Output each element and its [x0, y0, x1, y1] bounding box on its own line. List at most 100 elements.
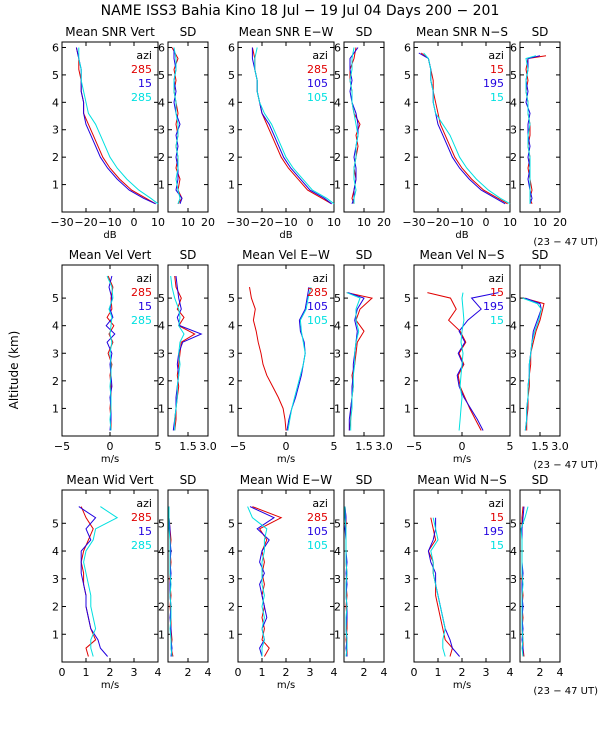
- series-line-285: [83, 506, 119, 657]
- series-line-285: [170, 275, 185, 431]
- y-tick-label: 4: [228, 96, 235, 109]
- x-tick-label: 4: [205, 666, 212, 679]
- y-tick-label: 2: [334, 601, 341, 614]
- legend-entry: 285: [131, 314, 152, 327]
- series-line-195: [456, 292, 499, 431]
- series-line-285: [173, 47, 181, 204]
- panel-0-5: SD 1 2 3 4 5 6 10 20: [510, 25, 567, 229]
- x-tick-label: 5: [331, 440, 338, 453]
- series-line-285: [75, 47, 156, 205]
- y-tick-label: 5: [52, 517, 59, 530]
- y-tick-label: 2: [228, 151, 235, 164]
- y-tick-label: 2: [510, 151, 517, 164]
- series-line-105: [347, 292, 365, 431]
- legend-entry: 105: [307, 539, 328, 552]
- x-tick-label: 10: [151, 216, 165, 229]
- panel-title: Mean Vel E−W: [242, 248, 330, 262]
- y-tick-label: 4: [52, 545, 59, 558]
- x-tick-label: 2: [107, 666, 114, 679]
- y-tick-label: 5: [334, 69, 341, 82]
- x-tick-label: −5: [54, 440, 70, 453]
- x-tick-label: 3: [307, 666, 314, 679]
- y-tick-label: 4: [334, 545, 341, 558]
- plot-frame: [167, 41, 209, 213]
- y-tick-label: 2: [52, 601, 59, 614]
- series-line-15: [427, 517, 453, 657]
- y-tick-label: 2: [404, 375, 411, 388]
- plot-frame: [167, 264, 209, 437]
- series-line-105: [286, 287, 310, 431]
- x-tick-label: 0: [307, 216, 314, 229]
- x-axis-label: m/s: [453, 454, 471, 465]
- legend-entry: 195: [483, 525, 504, 538]
- x-tick-label: 4: [557, 666, 564, 679]
- y-tick-label: 6: [158, 41, 165, 54]
- legend-entry: 15: [138, 525, 152, 538]
- y-tick-label: 5: [228, 292, 235, 305]
- plot-frame: [343, 489, 385, 663]
- panel-0-3: SD 1 2 3 4 5 6 10 20: [334, 25, 391, 229]
- panel-1-5: SD 1 2 3 4 5 1.5 3.0: [510, 248, 569, 453]
- y-tick-label: 2: [334, 151, 341, 164]
- y-tick-label: 5: [334, 517, 341, 530]
- x-tick-label: −20: [250, 216, 273, 229]
- x-tick-label: −10: [274, 216, 297, 229]
- y-tick-label: 1: [158, 402, 165, 415]
- x-tick-label: 0: [483, 216, 490, 229]
- y-tick-label: 5: [52, 292, 59, 305]
- legend-entry: 15: [490, 511, 504, 524]
- legend-entry: 15: [490, 286, 504, 299]
- y-tick-label: 4: [510, 545, 517, 558]
- y-tick-label: 5: [510, 517, 517, 530]
- series-line-105: [346, 292, 361, 431]
- panel-0-1: SD 1 2 3 4 5 6 10 20: [158, 25, 215, 229]
- y-tick-label: 5: [404, 517, 411, 530]
- y-tick-label: 5: [510, 292, 517, 305]
- plot-frame: [519, 264, 561, 437]
- y-tick-label: 1: [334, 628, 341, 641]
- x-tick-label: 3.0: [199, 440, 217, 453]
- y-tick-label: 6: [334, 41, 341, 54]
- x-tick-label: 2: [537, 666, 544, 679]
- legend-entry: 285: [307, 511, 328, 524]
- y-tick-label: 3: [404, 347, 411, 360]
- y-tick-label: 5: [228, 69, 235, 82]
- x-tick-label: 0: [411, 666, 418, 679]
- legend-entry: 285: [131, 286, 152, 299]
- x-tick-label: −10: [98, 216, 121, 229]
- x-tick-label: 2: [361, 666, 368, 679]
- y-tick-label: 1: [158, 179, 165, 192]
- series-line-15: [420, 52, 508, 205]
- series-line-105: [344, 506, 348, 657]
- y-tick-label: 2: [158, 151, 165, 164]
- y-tick-label: 3: [334, 573, 341, 586]
- legend-entry: 15: [138, 300, 152, 313]
- x-tick-label: −30: [226, 216, 249, 229]
- x-tick-label: 2: [459, 666, 466, 679]
- y-tick-label: 2: [158, 375, 165, 388]
- x-axis-label: m/s: [101, 454, 119, 465]
- x-tick-label: 20: [553, 216, 567, 229]
- legend-header: azi: [136, 497, 152, 510]
- y-tick-label: 1: [404, 402, 411, 415]
- y-tick-label: 4: [334, 96, 341, 109]
- y-tick-label: 5: [158, 69, 165, 82]
- x-tick-label: 0: [131, 216, 138, 229]
- y-tick-label: 4: [158, 545, 165, 558]
- y-tick-label: 5: [52, 69, 59, 82]
- x-tick-label: 4: [507, 666, 514, 679]
- y-tick-label: 3: [52, 124, 59, 137]
- series-line-15: [172, 275, 203, 431]
- x-tick-label: 1: [259, 666, 266, 679]
- series-line-15: [522, 297, 542, 431]
- y-tick-label: 5: [404, 292, 411, 305]
- y-tick-label: 4: [404, 320, 411, 333]
- x-tick-label: 0: [459, 440, 466, 453]
- y-tick-label: 6: [228, 41, 235, 54]
- legend-entry: 285: [131, 63, 152, 76]
- y-tick-label: 3: [404, 573, 411, 586]
